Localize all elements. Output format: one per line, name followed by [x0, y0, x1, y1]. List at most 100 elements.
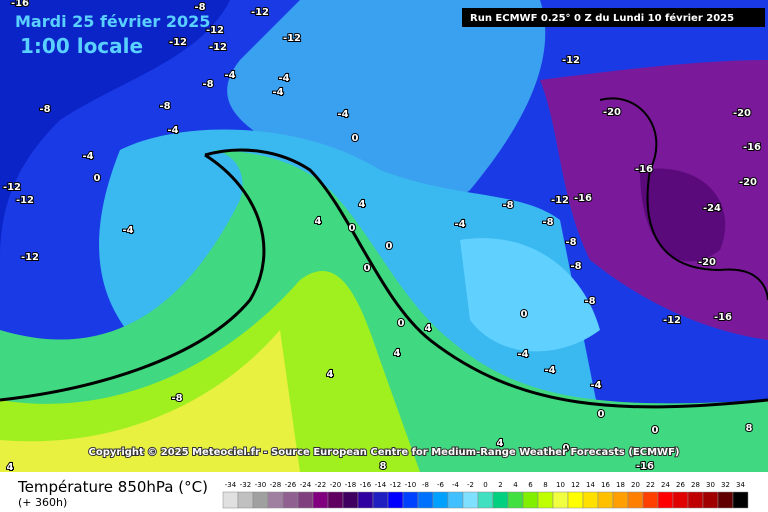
contour-label: -16 — [574, 193, 592, 204]
contour-label: -8 — [171, 393, 182, 404]
legend-swatch — [597, 491, 614, 509]
legend-tick: -6 — [437, 481, 445, 489]
contour-label: -12 — [551, 195, 569, 206]
legend-swatch — [372, 491, 389, 509]
copyright: Copyright © 2025 Meteociel.fr - Source E… — [89, 447, 680, 458]
contour-label: -20 — [603, 107, 621, 118]
legend-swatch — [282, 491, 299, 509]
legend-swatch — [522, 491, 539, 509]
legend-swatch — [477, 491, 494, 509]
legend-tick: -20 — [330, 481, 341, 489]
legend-tick: 16 — [601, 481, 610, 489]
legend-tick: 32 — [721, 481, 730, 489]
contour-label: -20 — [739, 177, 757, 188]
contour-label: 0 — [398, 318, 405, 329]
contour-label: -8 — [542, 217, 553, 228]
contour-label: -12 — [21, 252, 39, 263]
legend-swatch — [267, 491, 284, 509]
contour-label: -8 — [202, 79, 213, 90]
legend-swatch — [627, 491, 644, 509]
contour-label: -4 — [590, 380, 601, 391]
contour-label: -4 — [544, 365, 555, 376]
legend-swatch — [612, 491, 629, 509]
legend-tick: 26 — [676, 481, 685, 489]
contour-label: 4 — [497, 438, 504, 449]
legend-swatch — [537, 491, 554, 509]
contour-label: -12 — [169, 37, 187, 48]
legend-tick: -28 — [270, 481, 281, 489]
contour-label: -12 — [3, 182, 21, 193]
contour-label: -4 — [278, 73, 289, 84]
legend-tick: -12 — [390, 481, 401, 489]
contour-label: 4 — [359, 199, 366, 210]
contour-label: 4 — [425, 323, 432, 334]
contour-label: -4 — [517, 349, 528, 360]
contour-label: -16 — [11, 0, 29, 9]
contour-label: -8 — [570, 261, 581, 272]
contour-label: -12 — [16, 195, 34, 206]
run-info: Run ECMWF 0.25° 0 Z du Lundi 10 février … — [470, 12, 734, 24]
contour-label: 8 — [746, 423, 753, 434]
legend-tick: -16 — [360, 481, 372, 489]
contour-label: -16 — [714, 312, 732, 323]
contour-label: -24 — [703, 203, 721, 214]
contour-label: -8 — [502, 200, 513, 211]
legend-tick: 12 — [571, 481, 580, 489]
legend-tick: -10 — [405, 481, 416, 489]
legend-tick: 4 — [513, 481, 518, 489]
legend-swatch — [687, 491, 704, 509]
contour-label: -12 — [283, 33, 301, 44]
legend-swatch — [237, 491, 254, 509]
contour-label: -4 — [272, 87, 283, 98]
contour-label: 0 — [386, 241, 393, 252]
legend-tick: 24 — [661, 481, 670, 489]
legend-tick: 6 — [528, 481, 533, 489]
legend-tick: 14 — [586, 481, 595, 489]
contour-label: -4 — [82, 151, 93, 162]
contour-label: 4 — [327, 369, 334, 380]
legend-tick: 20 — [631, 481, 640, 489]
run-box — [462, 8, 765, 27]
legend-swatch — [582, 491, 599, 509]
contour-label: 4 — [394, 348, 401, 359]
legend-tick: -34 — [225, 481, 237, 489]
contour-label: 0 — [352, 133, 359, 144]
contour-label: -4 — [224, 70, 235, 81]
legend-swatch — [357, 491, 374, 509]
contour-label: -4 — [167, 125, 178, 136]
legend-tick: 28 — [691, 481, 700, 489]
legend-tick: 34 — [736, 481, 745, 489]
legend-swatch — [732, 491, 749, 509]
legend-swatch — [312, 491, 329, 509]
legend-tick: -2 — [467, 481, 474, 489]
legend-swatch — [252, 491, 269, 509]
contour-label: -4 — [337, 109, 348, 120]
contour-label: 0 — [94, 173, 101, 184]
date: Mardi 25 février 2025 — [15, 12, 210, 31]
legend-tick: 0 — [483, 481, 487, 489]
legend-swatch — [552, 491, 569, 509]
legend-tick: -4 — [452, 481, 460, 489]
contour-label: -4 — [454, 219, 465, 230]
legend-swatch — [702, 491, 719, 509]
contour-label: -8 — [584, 296, 595, 307]
contour-label: 0 — [364, 263, 371, 274]
contour-label: -8 — [565, 237, 576, 248]
contour-label: -4 — [122, 225, 133, 236]
legend-swatch — [417, 491, 434, 509]
legend-tick: 2 — [498, 481, 502, 489]
legend-tick: -8 — [422, 481, 429, 489]
contour-label: 4 — [315, 216, 322, 227]
legend-tick: 22 — [646, 481, 655, 489]
legend-tick: 18 — [616, 481, 625, 489]
contour-label: -16 — [743, 142, 761, 153]
contour-label: -12 — [562, 55, 580, 66]
legend-swatch — [657, 491, 674, 509]
legend-swatch — [297, 491, 314, 509]
legend-tick: -22 — [315, 481, 326, 489]
legend-swatch — [507, 491, 524, 509]
legend-swatch — [342, 491, 359, 509]
contour-label: -12 — [663, 315, 681, 326]
map-background — [0, 0, 768, 472]
